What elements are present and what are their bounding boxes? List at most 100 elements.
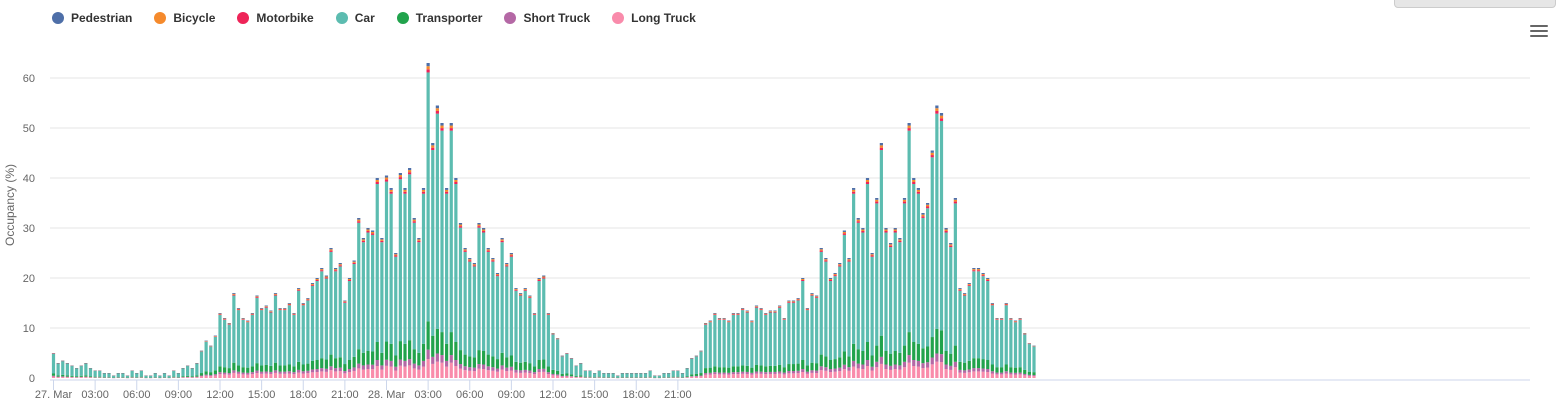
bar-segment-short-truck xyxy=(953,361,957,368)
bar-segment-transporter xyxy=(477,350,481,365)
bar-segment-pedestrian xyxy=(1000,318,1004,319)
bar-segment-short-truck xyxy=(708,372,712,375)
bar-segment-motorbike xyxy=(223,319,227,320)
bar-segment-long-truck xyxy=(782,374,786,378)
bar-segment-long-truck xyxy=(486,370,490,378)
bar-segment-motorbike xyxy=(408,172,412,175)
bar-segment-transporter xyxy=(768,365,772,372)
bar-segment-car xyxy=(537,281,541,360)
bar-segment-short-truck xyxy=(449,355,453,363)
bar-stack xyxy=(491,258,495,378)
bar-segment-long-truck xyxy=(574,377,578,378)
hamburger-menu-icon[interactable] xyxy=(1528,22,1550,40)
bar-stack xyxy=(907,123,911,378)
bar-stack xyxy=(680,373,685,378)
bar-segment-pedestrian xyxy=(380,238,384,240)
legend-item-bicycle[interactable]: Bicycle xyxy=(154,11,215,25)
bar-segment-bicycle xyxy=(856,219,860,222)
bar-segment-car xyxy=(805,310,809,366)
bar-segment-motorbike xyxy=(893,231,897,233)
bar-segment-motorbike xyxy=(329,250,333,252)
legend-item-short-truck[interactable]: Short Truck xyxy=(504,11,590,25)
bar-segment-transporter xyxy=(347,360,352,369)
bar-segment-long-truck xyxy=(949,369,953,378)
bar-stack xyxy=(662,373,666,378)
bar-segment-transporter xyxy=(990,364,994,372)
bar-segment-motorbike xyxy=(537,280,541,281)
bar-segment-car xyxy=(815,297,819,364)
bar-segment-long-truck xyxy=(542,371,546,378)
bar-stack xyxy=(116,373,120,378)
bar-segment-transporter xyxy=(431,335,435,357)
bar-segment-motorbike xyxy=(523,289,527,291)
bar-segment-bicycle xyxy=(412,219,416,222)
bar-segment-transporter xyxy=(704,368,708,374)
bar-segment-pedestrian xyxy=(352,260,356,262)
bar-segment-transporter xyxy=(852,343,856,361)
bar-segment-long-truck xyxy=(861,369,865,378)
x-tick-label: 28. Mar xyxy=(368,389,406,401)
bar-stack xyxy=(227,323,231,378)
bar-segment-transporter xyxy=(283,365,287,372)
bar-segment-short-truck xyxy=(310,369,315,373)
bar-stack xyxy=(579,363,583,378)
bar-segment-motorbike xyxy=(819,250,823,252)
bar-segment-car xyxy=(583,370,587,377)
bar-stack xyxy=(583,370,587,378)
bar-segment-pedestrian xyxy=(976,268,981,270)
bar-segment-car xyxy=(976,271,981,359)
bar-segment-pedestrian xyxy=(921,213,925,215)
bar-segment-long-truck xyxy=(750,374,754,378)
bar-segment-long-truck xyxy=(727,374,731,378)
bar-segment-pedestrian xyxy=(361,238,365,240)
bar-stack xyxy=(482,228,486,378)
bar-stack xyxy=(264,305,268,378)
bar-segment-short-truck xyxy=(842,364,846,370)
bar-stack xyxy=(838,263,842,378)
bar-segment-car xyxy=(796,300,800,364)
bar-segment-pedestrian xyxy=(431,143,435,146)
bar-segment-long-truck xyxy=(495,371,500,378)
bar-segment-transporter xyxy=(750,367,754,373)
bar-segment-car xyxy=(412,222,416,350)
bar-segment-transporter xyxy=(828,360,833,369)
bar-segment-bicycle xyxy=(842,231,846,234)
bar-segment-pedestrian xyxy=(856,218,860,220)
legend-item-long-truck[interactable]: Long Truck xyxy=(612,11,696,25)
legend-item-motorbike[interactable]: Motorbike xyxy=(237,11,314,25)
bar-segment-motorbike xyxy=(944,231,948,233)
bar-segment-car xyxy=(560,356,564,374)
bar-segment-car xyxy=(329,251,333,355)
bar-segment-transporter xyxy=(246,367,250,373)
bar-segment-car xyxy=(366,232,370,351)
range-selector[interactable] xyxy=(1394,0,1556,8)
bar-segment-car xyxy=(588,370,592,377)
bar-segment-transporter xyxy=(232,362,236,371)
bar-segment-transporter xyxy=(255,363,259,371)
bar-segment-long-truck xyxy=(458,368,463,378)
legend-marker-car xyxy=(335,12,348,24)
bar-segment-motorbike xyxy=(528,297,532,298)
bar-segment-car xyxy=(565,353,569,374)
bar-stack xyxy=(768,310,772,378)
bar-stack xyxy=(546,313,550,378)
bar-segment-transporter xyxy=(778,364,782,372)
bar-segment-pedestrian xyxy=(546,313,550,314)
bar-segment-long-truck xyxy=(246,374,250,378)
bar-segment-car xyxy=(306,300,310,364)
bar-stack xyxy=(88,368,93,378)
legend-item-pedestrian[interactable]: Pedestrian xyxy=(52,11,132,25)
bar-segment-pedestrian xyxy=(482,228,486,230)
bar-segment-short-truck xyxy=(902,361,907,368)
bar-segment-short-truck xyxy=(505,367,509,372)
legend-item-transporter[interactable]: Transporter xyxy=(396,11,482,25)
bar-segment-pedestrian xyxy=(852,188,856,190)
bar-segment-car xyxy=(750,322,754,368)
bar-segment-motorbike xyxy=(764,314,768,315)
bar-segment-pedestrian xyxy=(463,248,467,250)
bar-segment-transporter xyxy=(264,364,268,372)
bar-segment-transporter xyxy=(842,351,846,365)
legend-item-car[interactable]: Car xyxy=(335,11,375,25)
bar-segment-pedestrian xyxy=(967,283,971,284)
